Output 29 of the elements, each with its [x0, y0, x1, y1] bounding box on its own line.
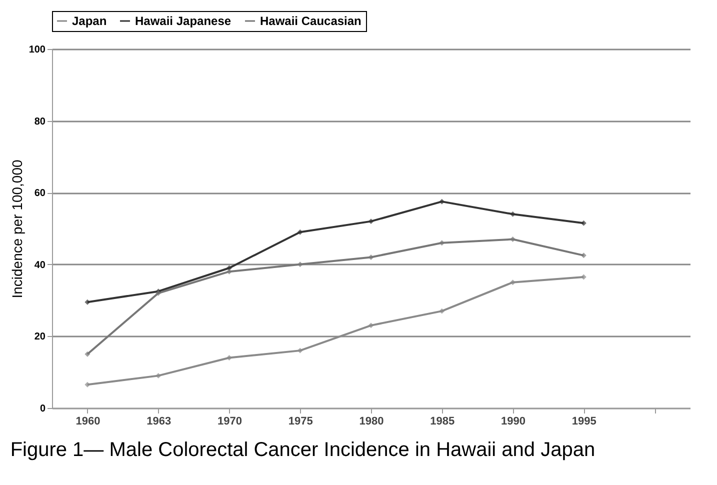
y-tick-label: 40 — [34, 260, 46, 271]
x-tick-label: 1985 — [430, 416, 455, 428]
point — [84, 299, 90, 305]
y-tick-label: 100 — [28, 44, 46, 56]
y-tick-label: 80 — [34, 116, 46, 128]
point — [226, 355, 232, 360]
point — [510, 236, 516, 242]
legend-label: Japan — [72, 14, 107, 28]
x-tick-label: 1980 — [359, 416, 384, 428]
legend-label: Hawaii Japanese — [135, 14, 232, 28]
point — [84, 351, 90, 357]
y-tick-label: 0 — [40, 404, 46, 414]
point — [297, 229, 303, 235]
y-tick-label: 60 — [34, 188, 46, 200]
caption: Figure 1— Male Colorectal Cancer Incidence in Hawaii and Japan — [10, 439, 596, 461]
y-tick-label: 20 — [34, 332, 46, 343]
y-axis-title: Incidence per 100,000 — [8, 160, 25, 298]
point — [226, 268, 232, 274]
x-tick-label: 1970 — [217, 416, 242, 428]
x-tick-label: 1995 — [572, 416, 596, 428]
point — [368, 218, 374, 224]
point — [226, 265, 232, 271]
x-tick-label: 1960 — [76, 416, 100, 428]
point — [580, 252, 586, 258]
x-tick-label: 1990 — [501, 416, 526, 428]
legend-label: Hawaii Caucasian — [260, 14, 362, 28]
point — [439, 308, 445, 314]
x-tick-label: 1963 — [146, 416, 172, 428]
x-tick-label: 1975 — [288, 416, 313, 428]
